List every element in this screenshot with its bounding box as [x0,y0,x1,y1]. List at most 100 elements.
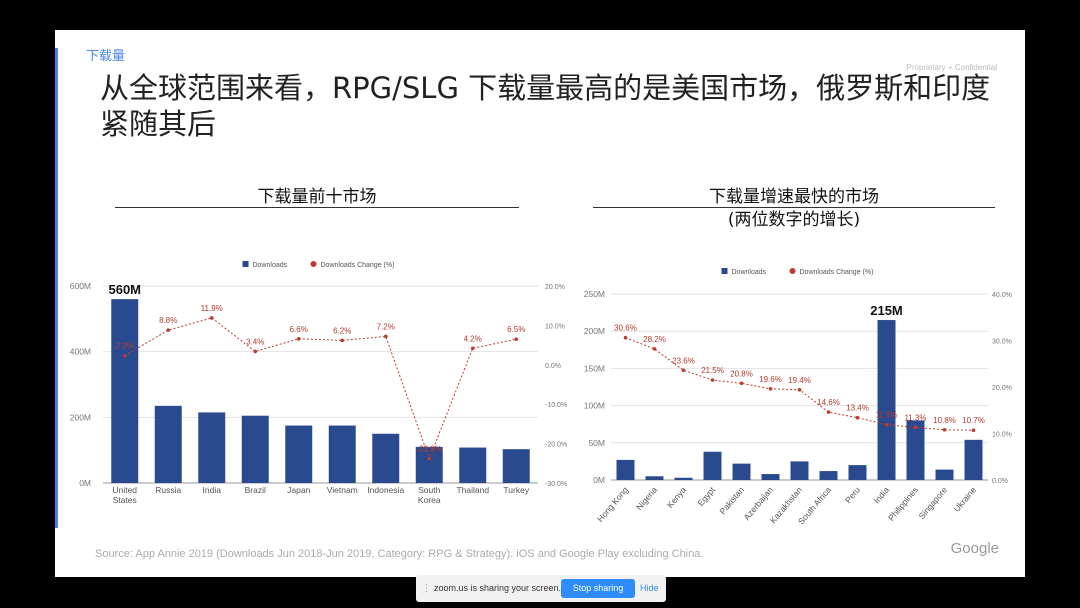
chart2-subtitle: (两位数字的增长) [727,210,861,230]
chart2-bar [877,320,896,480]
chart2-bar [732,463,751,480]
chart1-category-label: Brazil [245,485,266,495]
chart2-bar [906,420,925,480]
share-message: zoom.us is sharing your screen. [434,583,562,593]
chart2-category-label: Ukraine [952,485,979,514]
slide: 下载量 Proprietary + Confidential 从全球范围来看，R… [55,30,1025,577]
chart1-title: 下载量前十市场 [257,187,377,207]
chart1-ytick-left: 200M [70,412,91,422]
chart2-ytick-right: 20.0% [992,385,1012,392]
confidential-label: Proprietary + Confidential [906,63,998,72]
chart2-change-label: 23.6% [672,356,695,365]
chart2-ytick-left: 100M [584,401,605,411]
chart2-change-point [681,368,686,373]
chart2-category-label: Hong Kong [595,485,630,524]
chart2-category-label: Egypt [695,484,717,508]
chart1-category-label: South Korea [418,485,441,505]
chart2-change-label: 28.2% [643,335,666,344]
stop-sharing-button[interactable]: Stop sharing [561,579,635,598]
chart1-bar [502,449,530,483]
chart1-change-point [166,328,171,332]
chart1-change-label: 3.4% [246,337,264,346]
zoom-share-bar[interactable]: ⋮ zoom.us is sharing your screen. Stop s… [416,575,666,602]
chart1-bar [328,425,356,483]
chart2-highlight-label: 215M [870,303,903,318]
chart2-ytick-right: 40.0% [992,292,1012,299]
chart2-change-point [797,387,802,392]
chart1-ytick-left: 600M [70,281,91,291]
section-label: 下载量 [86,48,126,63]
chart2-ytick-left: 0M [593,475,605,485]
chart2-bar [964,439,983,480]
chart2-bar [761,474,780,480]
chart2-category-label: Singapore [916,485,949,521]
chart1-ytick-left: 400M [70,347,91,357]
hide-button[interactable]: Hide [640,583,659,593]
chart2-change-label: 10.8% [933,416,956,425]
chart1-change-point [427,456,432,461]
chart1-ytick-right: -10.0% [545,402,567,409]
chart2-change-label: 20.8% [730,369,753,378]
chart1-change-line [124,317,517,460]
chart2-change-label: 19.6% [759,375,782,384]
chart2-change-label: 21.5% [701,366,724,375]
chart2-change-label: 13.4% [846,404,869,413]
chart2-change-point [913,425,918,430]
chart2-change-label: 30.6% [614,324,637,333]
chart1-ytick-right: -20.0% [545,442,567,449]
chart2-bar [674,477,693,480]
chart2-legend-change-swatch [789,268,796,274]
chart2-ytick-right: 30.0% [992,339,1012,346]
chart1-change-label: 6.6% [290,325,308,334]
chart2-change-point [768,387,773,391]
chart1-change-label: 2.3% [116,342,134,351]
chart2-legend-change: Downloads Change (%) [800,269,874,276]
chart2-title: 下载量增速最快的市场 [709,187,879,207]
chart2-change-label: 11.9% [875,411,897,420]
chart1-change-label: 11.9% [201,304,223,313]
chart2-change-point [739,381,744,386]
chart1-title-rule [115,207,519,208]
chart2-change-point [884,422,889,427]
chart2-ytick-left: 50M [588,438,605,448]
chart2-change-point [652,347,657,351]
chart2-change-label: 14.6% [817,398,840,407]
chart1-change-label: 4.2% [464,334,482,343]
chart1-legend-change: Downloads Change (%) [321,262,395,269]
chart1-bar [285,425,313,483]
chart1-legend-change-swatch [310,261,317,267]
charts-canvas: 0M 200M 400M 600M -30.0% -20.0% -10.0% 0.0% 10.0… [70,261,1012,526]
chart1-category-label: Indonesia [367,485,404,495]
chart1-change-point [209,316,214,320]
chart2-change-point [826,410,831,414]
chart1-bar [372,433,400,483]
chart1-ytick-right: 20.0% [545,284,565,291]
chart2-category-label: India [872,485,892,506]
chart1-change-label: 7.2% [377,322,395,331]
chart1-category-label: Russia [155,485,181,495]
chart1-highlight-label: 560M [108,282,141,297]
source-note: Source: App Annie 2019 (Downloads Jun 20… [95,548,704,560]
chart2-bar [819,471,838,480]
chart1-bar [198,412,226,483]
chart2-category-label: Philippines [886,485,920,523]
chart1-ytick-right: -30.0% [545,481,567,488]
chart1-category-label: Japan [287,485,310,495]
chart1-change-label: 6.2% [333,326,351,335]
google-logo: Google [950,540,999,557]
chart2-change-label: 19.4% [788,376,811,385]
chart1-category-label: Turkey [503,485,529,495]
chart2-category-label: Kenya [665,485,688,510]
chart1-bar [415,446,443,483]
chart2-change-label: 11.3% [904,413,926,422]
chart1-category-label: United States [112,485,137,505]
chart1-change-point [122,353,127,358]
slide-title: 从全球范围来看，RPG/SLG 下载量最高的是美国市场，俄罗斯和印度紧随其后 [100,71,991,141]
drag-handle-icon[interactable]: ⋮ [422,583,431,593]
chart2-ytick-left: 150M [584,363,605,373]
chart2-category-label: Nigeria [634,485,659,512]
chart2-bar [703,451,722,480]
chart1-change-label: -23.8% [417,445,442,454]
chart1-legend-downloads: Downloads [253,262,288,269]
chart1-change-point [340,338,345,343]
